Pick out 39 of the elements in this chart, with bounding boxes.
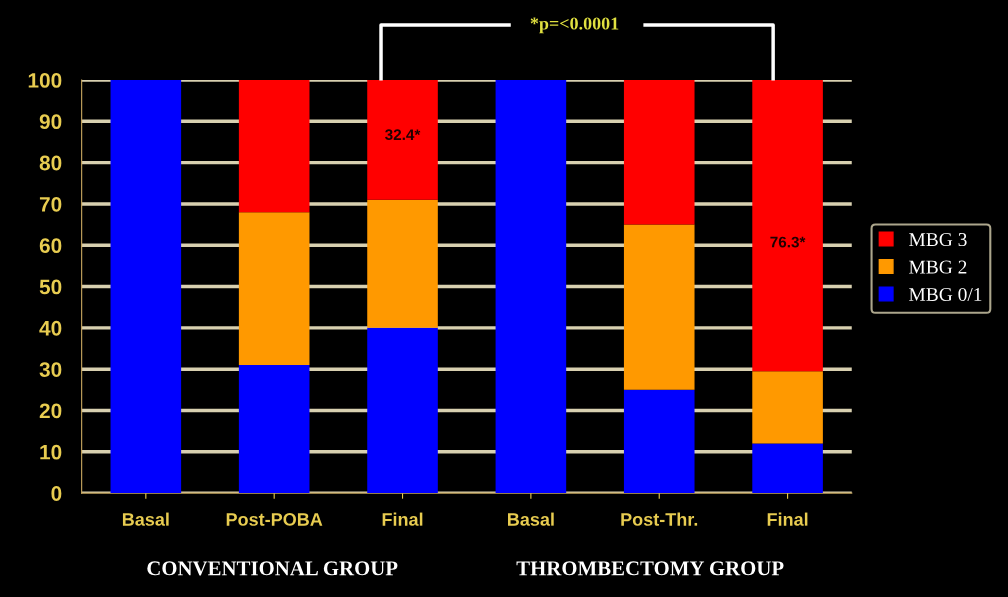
bar: [238, 365, 310, 494]
x-tick-label: Final: [382, 512, 423, 526]
bar: [367, 80, 438, 200]
y-tick-label: 0: [51, 486, 62, 501]
bar: [623, 224, 695, 390]
bar: [238, 80, 310, 213]
x-tick-label: Post-POBA: [226, 513, 323, 526]
y-tick-label: 20: [39, 403, 62, 419]
y-tick-label: 10: [40, 444, 62, 460]
bar: [752, 371, 823, 444]
y-tick-label: 50: [39, 279, 62, 295]
bar: [752, 80, 823, 372]
x-tick-label: Basal: [508, 512, 554, 526]
bar: [623, 389, 695, 494]
y-tick-label: 30: [39, 362, 62, 377]
bar: [367, 199, 438, 328]
bar: [110, 80, 182, 494]
bar: [495, 80, 567, 494]
text: CONVENTIONAL GROUP: [147, 561, 398, 576]
y-tick-label: 80: [39, 155, 62, 171]
bar: [238, 212, 310, 366]
y-tick-label: 40: [39, 320, 62, 336]
annotation: 32.4*: [385, 129, 421, 141]
text: THROMBECTOMY GROUP: [516, 561, 784, 576]
legend-label: MBG 3: [909, 233, 967, 247]
y-tick-label: 100: [28, 73, 62, 88]
legend-label: MBG 0/1: [909, 287, 982, 302]
y-tick-label: 70: [39, 196, 62, 212]
y-tick-label: 60: [39, 238, 62, 253]
annotation: 76.3*: [770, 236, 806, 248]
x-tick-label: Basal: [122, 512, 169, 526]
x-tick-label: Final: [767, 512, 808, 526]
y-tick-label: 90: [39, 114, 62, 130]
text: *p=<0.0001: [530, 17, 619, 34]
legend-label: MBG 2: [909, 260, 967, 274]
x-tick-label: Post-Thr.: [621, 512, 698, 526]
bar: [752, 443, 823, 494]
bar: [623, 80, 695, 225]
bar: [367, 327, 438, 494]
